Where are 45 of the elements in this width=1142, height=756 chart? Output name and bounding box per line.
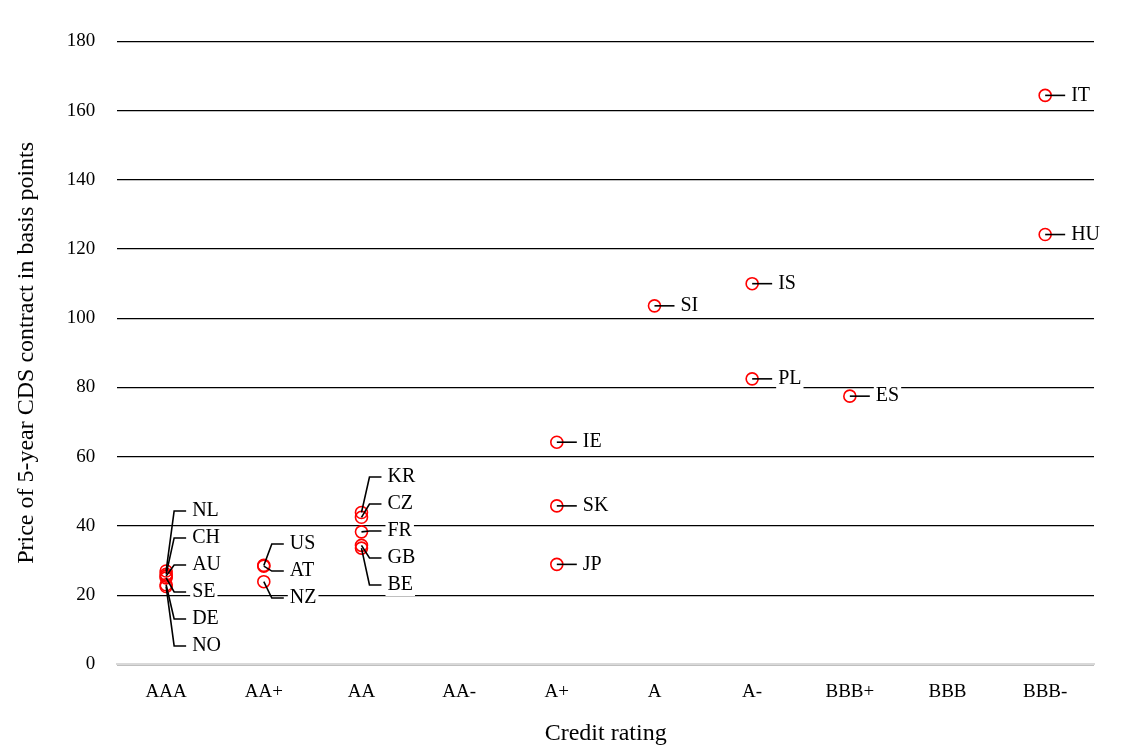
x-tick-label: BBB- bbox=[1022, 679, 1068, 701]
annotation: IT bbox=[1071, 82, 1091, 105]
annotation: JP bbox=[582, 551, 602, 574]
annotation: CH bbox=[192, 525, 220, 548]
annotation: NO bbox=[192, 633, 222, 656]
x-tick-label: AA- bbox=[442, 679, 477, 701]
x-tick-label: BBB+ bbox=[825, 679, 875, 701]
annotation: CZ bbox=[387, 491, 414, 514]
annotation: US bbox=[289, 531, 316, 554]
y-tick-label: 180 bbox=[66, 29, 96, 51]
y-tick-label: 120 bbox=[66, 237, 96, 259]
y-tick-label: 140 bbox=[66, 167, 96, 189]
y-tick-label: 20 bbox=[76, 583, 96, 605]
annotation: ES bbox=[875, 383, 900, 406]
y-tick-label: 100 bbox=[66, 306, 96, 328]
annotation: SE bbox=[192, 579, 216, 602]
y-axis-title: Price of 5-year CDS contract in basis points bbox=[11, 141, 38, 564]
annotation: NZ bbox=[289, 585, 317, 608]
x-axis-title: Credit rating bbox=[544, 718, 667, 745]
y-tick-label: 40 bbox=[76, 513, 96, 535]
annotation: IE bbox=[582, 429, 602, 452]
x-tick-label: AAA bbox=[145, 679, 187, 701]
annotation: FR bbox=[387, 518, 413, 541]
x-tick-label: BBB bbox=[928, 679, 967, 701]
annotation: IS bbox=[778, 270, 796, 293]
y-tick-label: 160 bbox=[66, 98, 96, 120]
annotation: PL bbox=[778, 366, 802, 389]
annotation: DE bbox=[192, 606, 219, 629]
y-tick-label: 0 bbox=[85, 652, 96, 674]
annotation: SI bbox=[680, 293, 699, 316]
annotation: KR bbox=[387, 464, 416, 487]
annotation: AU bbox=[192, 552, 222, 575]
x-tick-label: A bbox=[647, 679, 662, 701]
annotation: NL bbox=[192, 498, 219, 521]
x-tick-label: A+ bbox=[544, 679, 570, 701]
y-tick-label: 60 bbox=[76, 444, 96, 466]
annotation: AT bbox=[289, 558, 315, 581]
x-tick-label: A- bbox=[742, 679, 763, 701]
annotation: HU bbox=[1071, 221, 1101, 244]
x-tick-label: AA bbox=[347, 679, 376, 701]
annotation: SK bbox=[582, 493, 609, 516]
annotation: BE bbox=[387, 572, 414, 595]
annotation: GB bbox=[387, 545, 416, 568]
x-tick-label: AA+ bbox=[244, 679, 283, 701]
y-tick-label: 80 bbox=[76, 375, 96, 397]
